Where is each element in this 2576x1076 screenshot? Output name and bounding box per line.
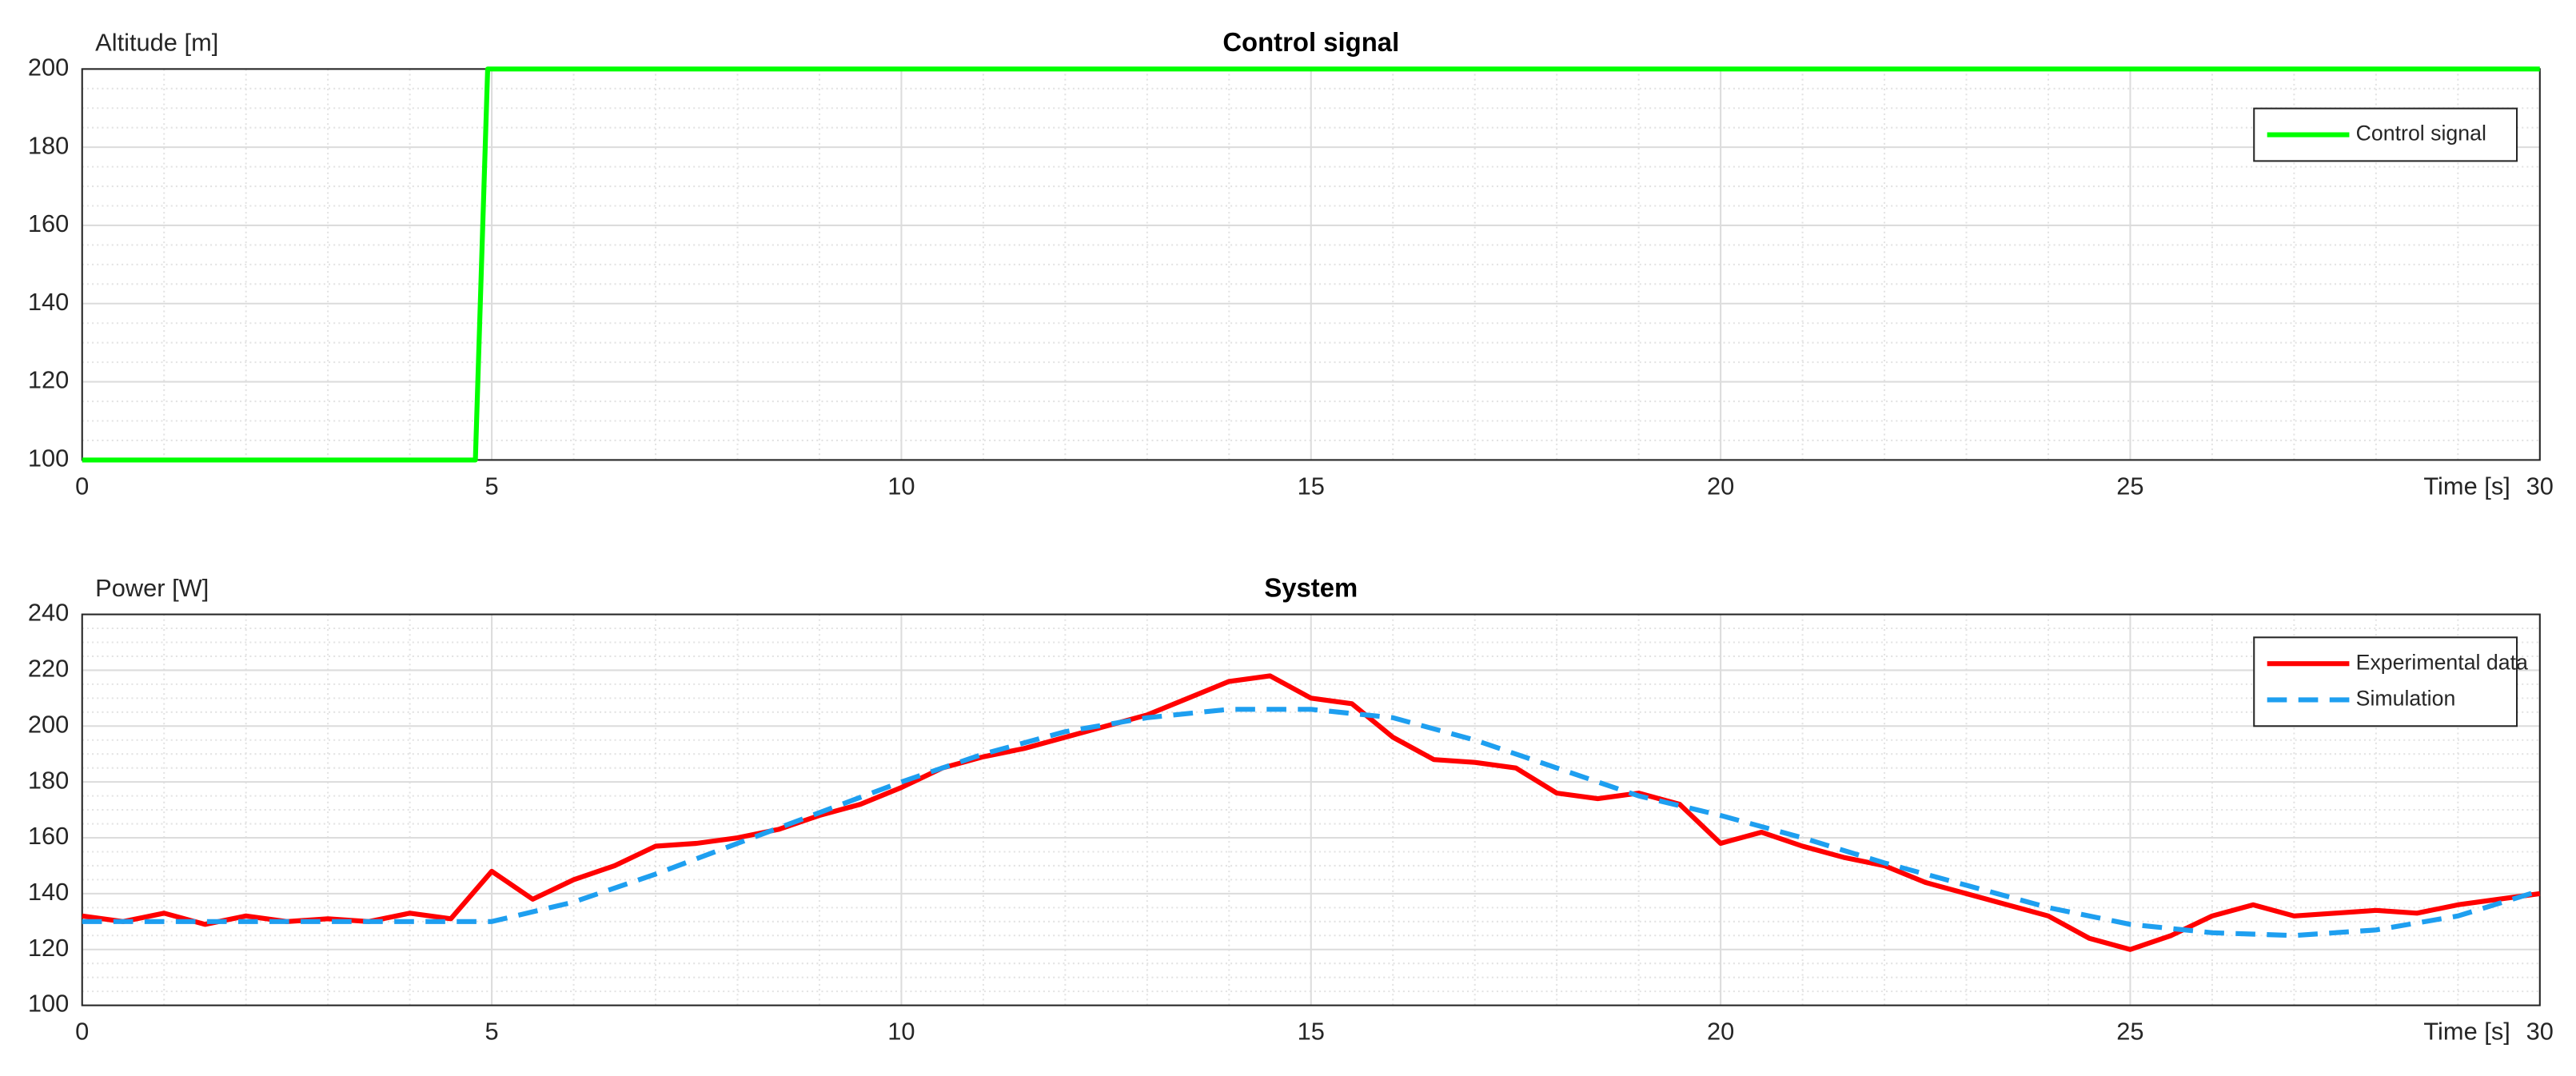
axes-frame [81,613,2541,1006]
x-tick-label: 10 [887,1018,915,1046]
y-axis-label: Power [W] [95,574,209,602]
y-tick-label: 200 [28,53,69,81]
legend-box [2253,636,2518,727]
legend-label: Control signal [2356,122,2486,145]
x-tick-label: 10 [887,472,915,500]
legend-label: Simulation [2356,686,2456,710]
y-tick-label: 240 [28,599,69,627]
x-tick-label: 25 [2116,472,2143,500]
x-tick-label: 5 [485,472,499,500]
x-tick-label: 20 [1707,1018,1734,1046]
y-tick-label: 160 [28,209,69,237]
x-tick-label: 15 [1298,1018,1325,1046]
y-axis-label: Altitude [m] [95,29,218,57]
y-tick-label: 140 [28,878,69,906]
x-tick-label: 30 [2526,1018,2554,1046]
y-tick-label: 100 [28,990,69,1018]
y-tick-label: 120 [28,366,69,394]
y-tick-label: 160 [28,822,69,850]
x-axis-label: Time [s] [2423,472,2510,500]
y-tick-label: 120 [28,934,69,962]
chart-title: System [1264,572,1358,602]
chart-title: Control signal [1222,27,1399,57]
x-tick-label: 5 [485,1018,499,1046]
y-tick-label: 100 [28,444,69,472]
y-tick-label: 200 [28,710,69,738]
x-tick-label: 15 [1298,472,1325,500]
y-tick-label: 140 [28,288,69,316]
x-tick-label: 20 [1707,472,1734,500]
x-axis-label: Time [s] [2423,1018,2510,1046]
series-line [82,66,2540,463]
x-tick-label: 0 [75,472,89,500]
x-tick-label: 25 [2116,1018,2143,1046]
y-tick-label: 180 [28,131,69,159]
series-line [82,707,2541,939]
series-line [82,673,2541,952]
y-tick-label: 180 [28,766,69,794]
x-tick-label: 0 [75,1018,89,1046]
y-tick-label: 220 [28,655,69,683]
legend-label: Experimental data [2356,650,2528,674]
x-tick-label: 30 [2526,472,2554,500]
